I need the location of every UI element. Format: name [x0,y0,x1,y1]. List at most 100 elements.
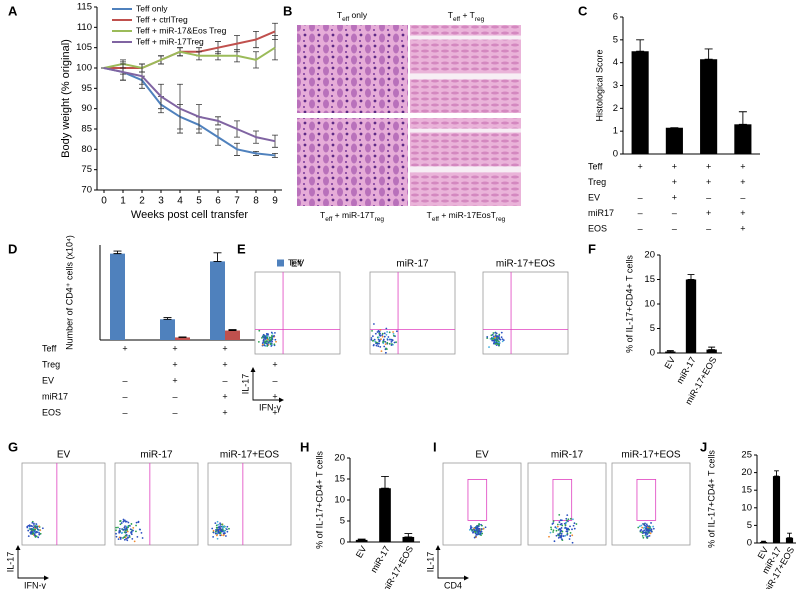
flow-event [371,335,374,338]
flow-event [382,338,385,341]
y-tick-label: 15 [644,274,655,285]
flow-event [477,531,480,534]
flow-event [130,523,133,525]
flow-event [645,529,648,532]
flow-event [475,529,478,532]
caption-part: T [320,210,325,220]
flow-event [221,523,223,526]
flow-event [497,340,500,343]
condition-mark: + [272,407,277,417]
flow-event [642,536,645,539]
flow-event [120,522,123,524]
flow-event [381,334,384,336]
x-tick-label: EV [662,355,677,370]
flow-event [387,336,390,338]
error-bar [687,274,695,280]
flow-event [265,340,268,342]
flow-event [219,524,222,526]
caption-part: + T [460,10,475,20]
flow-event [381,335,384,338]
flow-event [123,531,126,534]
y-tick-label: 85 [81,124,92,135]
flow-event [117,538,120,541]
condition-mark: – [672,223,677,233]
flow-event [370,337,373,339]
y-tick-label: 3 [613,80,618,91]
flow-event [264,342,267,344]
flow-event [136,535,139,538]
flow-plot-title: miR-17+EOS [496,259,556,270]
y-tick-label: 25 [741,450,752,461]
flow-event [126,528,129,531]
flow-event [217,526,220,529]
flow-event [472,531,475,533]
flow-event [129,524,131,527]
flow-event [273,343,276,346]
flow-event [127,526,130,529]
flow-event [221,528,224,531]
flow-event [126,530,129,533]
condition-label: EOS [42,407,61,417]
flow-event [550,528,553,531]
flow-event [270,338,273,341]
flow-event [560,532,563,535]
flow-event [34,526,37,529]
flow-event [120,532,123,535]
flow-event [132,529,134,532]
condition-mark: + [272,391,277,401]
flow-event [395,330,398,333]
condition-mark: + [706,177,711,187]
flow-event [371,330,373,332]
flow-event [560,535,562,538]
error-bar [381,476,389,489]
x-tick-label: 6 [215,196,221,207]
flow-event [566,533,569,536]
flow-event [490,334,493,337]
condition-label: Teff [42,343,57,353]
caption-part: only [349,10,368,20]
flow-event [126,539,129,542]
flow-event [122,518,125,521]
flow-event [386,331,389,333]
histology-image [410,118,521,206]
flow-event [392,334,395,337]
x-tick-label: 4 [177,196,183,207]
flow-event [27,535,30,538]
flow-event [644,531,647,534]
axis-arrow [17,546,48,579]
y-tick-label: 15 [334,474,345,485]
error-bar [163,317,172,320]
flow-event [124,519,126,522]
flow-event [226,530,229,533]
flow-event [566,514,569,517]
flow-event [215,524,218,527]
flow-event [124,525,126,528]
flow-event [223,532,226,535]
flow-event [262,333,265,336]
flow-event [370,338,373,341]
flow-event [498,333,501,336]
flow-event [642,527,645,529]
flow-event [644,533,647,535]
condition-mark: – [122,375,127,385]
flow-event [268,341,270,343]
flow-plot-frame [114,462,199,546]
flow-event [38,532,41,534]
image-caption: Teff only [337,10,368,23]
condition-label: EV [588,192,600,202]
flow-event [274,332,276,334]
y-tick-label: 80 [81,144,92,155]
flow-event [473,527,475,530]
flow-event [646,537,649,539]
flow-event [126,537,129,539]
histology-lumen [410,166,521,173]
flow-event [561,530,564,533]
condition-mark: + [172,343,177,353]
flow-plot-title: EV [291,259,305,270]
flow-event [118,531,121,534]
condition-mark: – [740,192,745,202]
flow-event [652,525,655,528]
flow-event [641,534,644,537]
flow-event [221,530,224,533]
